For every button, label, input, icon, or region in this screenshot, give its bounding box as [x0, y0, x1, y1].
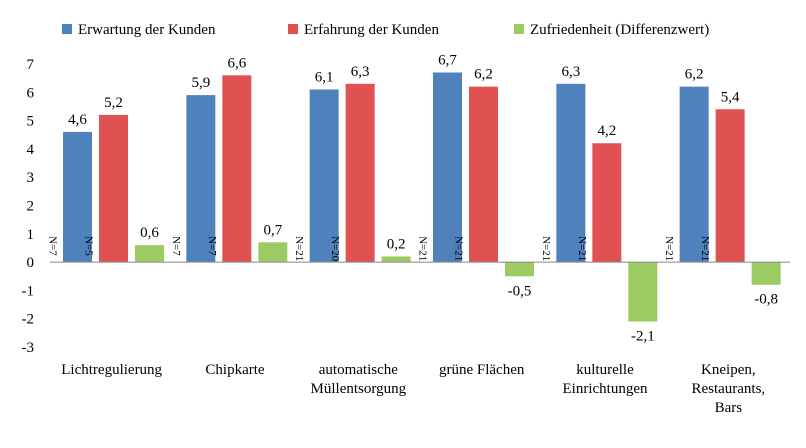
bar — [381, 256, 411, 263]
data-label: 5,2 — [104, 95, 123, 111]
n-label: N=21 — [540, 236, 552, 261]
bar — [309, 89, 339, 263]
x-category-line: Chipkarte — [205, 362, 264, 378]
bar — [751, 262, 781, 285]
x-category-line: Lichtregulierung — [61, 362, 162, 378]
x-category-label: Kneipen, Restaurants, Bars — [691, 362, 765, 416]
bar — [186, 95, 216, 263]
x-category-label: automatische Müllentsorgung — [311, 362, 407, 397]
x-category-label: Chipkarte — [205, 362, 264, 378]
n-label: N=7 — [170, 236, 182, 256]
data-label: 6,2 — [685, 67, 704, 83]
data-label: 5,4 — [721, 89, 740, 105]
data-label: -0,5 — [508, 283, 532, 299]
data-label: 5,9 — [191, 75, 210, 91]
n-label: N=21 — [663, 236, 675, 261]
data-label: 6,7 — [438, 52, 457, 68]
n-label: N=5 — [83, 236, 95, 256]
x-category-line: kulturelle — [576, 362, 634, 378]
n-label: N=21 — [699, 236, 711, 261]
n-label: N=7 — [206, 236, 218, 256]
y-tick-label: 5 — [27, 114, 35, 130]
y-tick-label: 6 — [27, 85, 35, 101]
x-category-line: Bars — [715, 400, 743, 416]
bar — [135, 245, 164, 263]
bar — [556, 83, 586, 263]
bar — [505, 262, 534, 277]
legend-swatch — [288, 24, 298, 34]
legend-swatch — [62, 24, 72, 34]
data-label: 4,2 — [597, 123, 616, 139]
data-label: 4,6 — [68, 112, 87, 128]
x-category-line: grüne Flächen — [439, 362, 525, 378]
n-label: N=7 — [47, 236, 59, 256]
y-axis: -3 -2 -1 0 1 2 3 4 5 6 7 — [22, 57, 35, 356]
data-label: -2,1 — [631, 329, 655, 345]
x-category-line: Müllentsorgung — [311, 381, 407, 397]
data-label: 6,3 — [351, 64, 370, 80]
x-category-line: Restaurants, — [691, 381, 765, 397]
y-tick-label: -1 — [22, 283, 35, 299]
data-label: 6,3 — [561, 64, 580, 80]
data-label: 0,2 — [387, 236, 406, 252]
y-tick-label: 3 — [27, 170, 35, 186]
bar — [63, 131, 92, 263]
x-category-line: automatische — [319, 362, 398, 378]
x-category-line: Einrichtungen — [563, 381, 648, 397]
bar — [592, 143, 622, 263]
y-tick-label: -2 — [22, 312, 35, 328]
y-tick-label: 2 — [27, 199, 35, 215]
n-label: N=21 — [453, 236, 465, 261]
n-label: N=21 — [576, 236, 588, 261]
data-label: 6,1 — [315, 69, 334, 85]
n-label: N=21 — [293, 236, 305, 261]
bar — [258, 242, 288, 263]
legend-label: Erwartung der Kunden — [78, 22, 216, 38]
y-tick-label: 4 — [27, 142, 35, 158]
data-labels: 4,6 N=7 5,2 N=5 0,6 5,9 N=7 6,6 N=7 0,7 6,1 N=21 6,3… — [47, 52, 779, 344]
n-label: N=21 — [417, 236, 429, 261]
bar — [433, 72, 462, 263]
legend-label: Zufriedenheit (Differenzwert) — [530, 22, 709, 38]
legend-item: Zufriedenheit (Differenzwert) — [514, 22, 709, 38]
y-tick-label: 1 — [27, 227, 35, 243]
data-label: 0,7 — [263, 222, 282, 238]
legend-item: Erwartung der Kunden — [62, 22, 216, 38]
bar — [469, 86, 498, 263]
x-axis: Lichtregulierung Chipkarte automatische Mül… — [61, 362, 765, 416]
bar — [99, 114, 128, 263]
y-tick-label: 0 — [27, 255, 35, 271]
bars — [63, 72, 781, 322]
x-category-label: Lichtregulierung — [61, 362, 162, 378]
x-category-label: grüne Flächen — [439, 362, 525, 378]
bar — [715, 109, 745, 263]
legend-label: Erfahrung der Kunden — [304, 22, 439, 38]
y-tick-label: -3 — [22, 340, 35, 356]
bar — [222, 75, 252, 263]
data-label: 6,2 — [474, 67, 493, 83]
legend: Erwartung der Kunden Erfahrung der Kunden… — [62, 22, 709, 38]
data-label: 0,6 — [140, 225, 159, 241]
legend-item: Erfahrung der Kunden — [288, 22, 439, 38]
legend-swatch — [514, 24, 524, 34]
bar — [628, 262, 658, 322]
x-category-line: Kneipen, — [701, 362, 756, 378]
data-label: 6,6 — [227, 55, 246, 71]
x-category-label: kulturelle Einrichtungen — [563, 362, 648, 397]
bar — [679, 86, 709, 263]
n-label: N=20 — [329, 236, 341, 262]
bar — [345, 83, 375, 263]
data-label: -0,8 — [754, 292, 778, 308]
y-tick-label: 7 — [27, 57, 35, 73]
